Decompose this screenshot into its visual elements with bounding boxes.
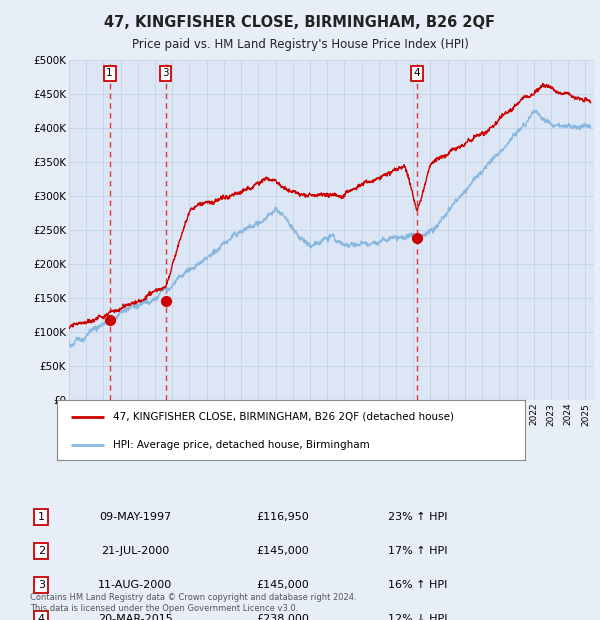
Text: 17% ↑ HPI: 17% ↑ HPI <box>388 546 448 556</box>
Text: 23% ↑ HPI: 23% ↑ HPI <box>388 512 448 522</box>
Text: 3: 3 <box>162 68 169 79</box>
Text: £145,000: £145,000 <box>256 580 309 590</box>
Text: 21-JUL-2000: 21-JUL-2000 <box>101 546 169 556</box>
Text: £145,000: £145,000 <box>256 546 309 556</box>
Text: 11-AUG-2000: 11-AUG-2000 <box>98 580 172 590</box>
Text: Price paid vs. HM Land Registry's House Price Index (HPI): Price paid vs. HM Land Registry's House … <box>131 38 469 51</box>
Text: 3: 3 <box>38 580 45 590</box>
Text: 47, KINGFISHER CLOSE, BIRMINGHAM, B26 2QF (detached house): 47, KINGFISHER CLOSE, BIRMINGHAM, B26 2Q… <box>113 412 454 422</box>
Text: 20-MAR-2015: 20-MAR-2015 <box>98 614 173 620</box>
Text: 12% ↓ HPI: 12% ↓ HPI <box>388 614 448 620</box>
Text: HPI: Average price, detached house, Birmingham: HPI: Average price, detached house, Birm… <box>113 440 370 450</box>
Text: 4: 4 <box>414 68 421 79</box>
Text: 4: 4 <box>38 614 45 620</box>
Text: 1: 1 <box>106 68 113 79</box>
Text: 1: 1 <box>38 512 45 522</box>
Text: 16% ↑ HPI: 16% ↑ HPI <box>388 580 447 590</box>
Text: Contains HM Land Registry data © Crown copyright and database right 2024.
This d: Contains HM Land Registry data © Crown c… <box>30 593 356 613</box>
Text: £116,950: £116,950 <box>256 512 309 522</box>
Text: 2: 2 <box>38 546 45 556</box>
Text: £238,000: £238,000 <box>256 614 309 620</box>
Text: 09-MAY-1997: 09-MAY-1997 <box>99 512 172 522</box>
Text: 47, KINGFISHER CLOSE, BIRMINGHAM, B26 2QF: 47, KINGFISHER CLOSE, BIRMINGHAM, B26 2Q… <box>104 15 496 30</box>
